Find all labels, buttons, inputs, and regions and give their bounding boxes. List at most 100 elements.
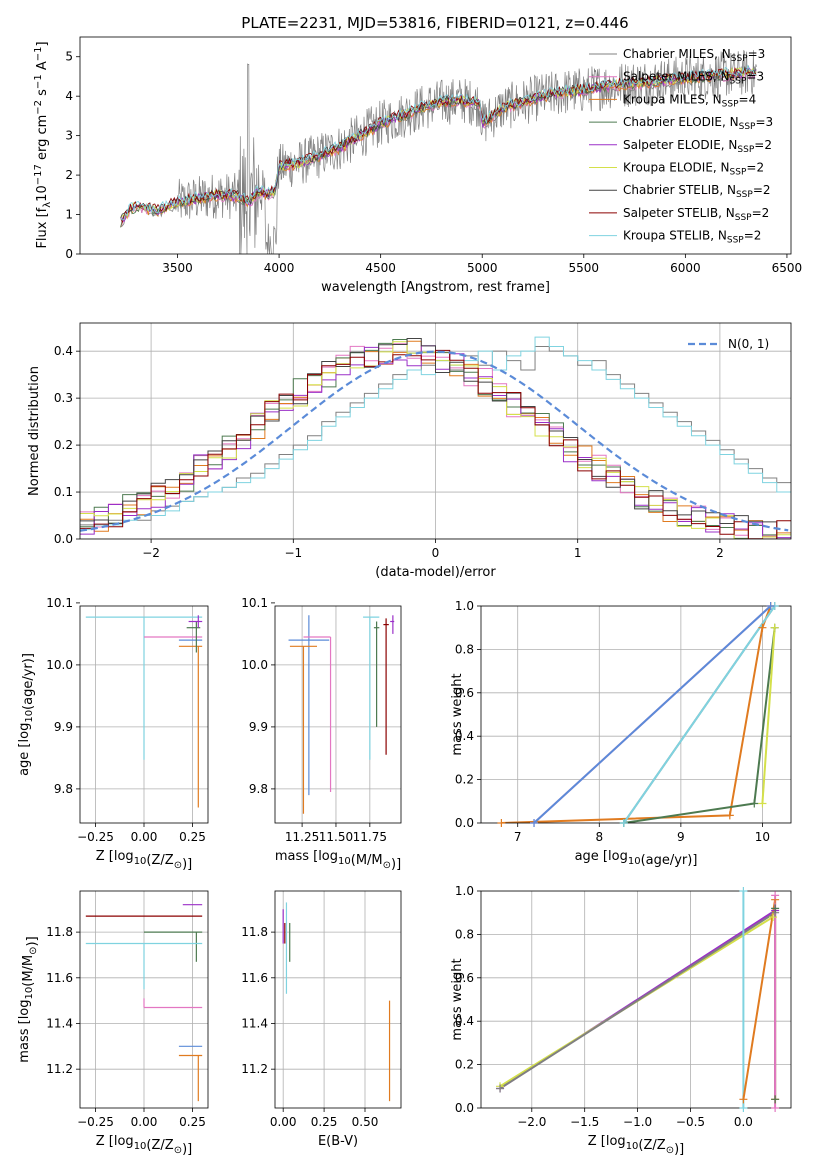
x-tick-label: 2 — [716, 546, 724, 560]
mass-weight-marker — [725, 811, 734, 820]
legend-label: Chabrier STELIB, NSSP=2 — [623, 183, 771, 200]
legend-label: Chabrier MILES, NSSP=3 — [623, 47, 765, 64]
mass-weight-marker — [739, 1095, 748, 1104]
errorbar-point — [85, 942, 203, 990]
y-tick-label: 0.8 — [455, 927, 474, 941]
y-tick-label: 0.0 — [455, 1101, 474, 1115]
legend-label: Salpeter MILES, NSSP=3 — [623, 70, 764, 87]
x-tick-label: −0.5 — [676, 1115, 705, 1129]
mass-weight-line — [501, 606, 772, 823]
y-tick-label: 0.4 — [455, 1014, 474, 1028]
mass-weight-line — [761, 627, 776, 804]
mass-weight-marker — [770, 623, 779, 632]
mass-weight-marker — [496, 1084, 505, 1093]
age-vs-mass-panel: 11.25 11.50 11.75 9.8 9.9 10.0 10.1 mass [log10… — [241, 596, 402, 872]
axes-frame — [480, 890, 792, 1109]
age-vs-Z-panel: −0.25 0.00 0.25 9.8 9.9 10.0 10.1 Z [log10(Z/Z⊙… — [17, 596, 209, 872]
mass-weight-marker — [771, 904, 780, 913]
x-tick-label: 0 — [432, 546, 440, 560]
legend-label: Salpeter ELODIE, NSSP=2 — [623, 138, 772, 155]
y-tick-label: 0 — [65, 247, 73, 261]
plot-area — [80, 323, 791, 539]
errorbar-point — [383, 618, 389, 755]
y-tick-label: 0.8 — [455, 642, 474, 656]
y-tick-label: 2 — [65, 168, 73, 182]
y-tick-label: 5 — [65, 50, 73, 64]
x-axis-label: E(B-V) — [318, 1134, 358, 1149]
y-tick-label: 10.0 — [46, 658, 73, 672]
x-tick-label: 6500 — [772, 261, 803, 275]
y-axis-label: age [log10(age/yr)] — [17, 653, 36, 776]
plot-area — [80, 891, 208, 1108]
x-tick-label: 6000 — [670, 261, 701, 275]
errorbar-point — [178, 645, 203, 808]
legend-label: Kroupa ELODIE, NSSP=2 — [623, 161, 764, 178]
y-tick-label: 11.4 — [241, 1016, 268, 1030]
y-tick-label: 9.8 — [54, 782, 73, 796]
plot-area — [120, 49, 757, 254]
x-axis-label: Z [log10(Z/Z⊙)] — [96, 1134, 192, 1157]
y-tick-label: 0.2 — [54, 438, 73, 452]
y-tick-label: 0.2 — [455, 773, 474, 787]
y-axis-label: mass [log10(M/M⊙)] — [17, 936, 40, 1062]
x-axis-label: Z [log10(Z/Z⊙)] — [96, 849, 192, 872]
observed-spectrum-line — [177, 49, 757, 254]
x-tick-label: −1 — [284, 546, 302, 560]
errorbar-point — [288, 615, 330, 796]
x-tick-label: 9 — [677, 830, 685, 844]
x-tick-label: 0.50 — [352, 1115, 379, 1129]
x-tick-label: 4000 — [264, 261, 295, 275]
mass-weight-marker — [750, 799, 759, 808]
y-tick-label: 0.2 — [455, 1058, 474, 1072]
y-axis-label: mass weight — [450, 673, 465, 755]
mass-weight-marker — [769, 913, 778, 922]
spectrum-legend: Chabrier MILES, NSSP=3 Salpeter MILES, NS… — [589, 47, 773, 246]
errorbar-point — [143, 998, 203, 1009]
x-tick-label: 4500 — [365, 261, 396, 275]
x-tick-label: −2 — [142, 546, 160, 560]
y-tick-label: 0.4 — [455, 729, 474, 743]
axes-frame — [274, 605, 402, 824]
y-tick-label: 11.8 — [46, 925, 73, 939]
x-tick-label: −1.0 — [623, 1115, 652, 1129]
mass-weight-marker — [530, 819, 539, 827]
plot-area — [481, 606, 791, 823]
x-tick-label: 11.25 — [285, 830, 319, 844]
mass-weight-marker — [771, 891, 780, 900]
y-tick-label: 9.8 — [249, 782, 268, 796]
x-axis-label: (data-model)/error — [375, 565, 496, 580]
y-tick-label: 3 — [65, 129, 73, 143]
mass-weight-marker — [766, 602, 775, 610]
y-tick-label: 4 — [65, 89, 73, 103]
plot-area — [275, 606, 401, 823]
x-tick-label: 11.50 — [319, 830, 353, 844]
y-tick-label: 1 — [65, 208, 73, 222]
errorbar-point — [188, 615, 203, 628]
y-tick-label: 10.1 — [46, 596, 73, 610]
x-axis-label: age [log10(age/yr)] — [575, 849, 698, 868]
axes-frame — [79, 36, 792, 255]
legend-label: Salpeter STELIB, NSSP=2 — [623, 206, 769, 223]
mass-weight-line — [622, 606, 776, 823]
y-tick-label: 11.2 — [241, 1062, 268, 1076]
legend-label: N(0, 1) — [728, 337, 769, 351]
y-axis-label: Normed distribution — [27, 366, 42, 496]
plot-area — [275, 891, 401, 1108]
mass-weight-line — [623, 627, 776, 823]
x-tick-label: −0.25 — [77, 830, 114, 844]
x-tick-label: 8 — [595, 830, 603, 844]
y-tick-label: 0.4 — [54, 344, 73, 358]
model-spectrum-line — [120, 64, 757, 221]
errorbar-point — [289, 645, 317, 814]
y-axis-label: Flux [fλ10−17 erg cm−2 s−1 A−1] — [33, 41, 53, 248]
y-tick-label: 1.0 — [455, 599, 474, 613]
histogram-series — [80, 349, 791, 539]
x-tick-label: 11.75 — [353, 830, 387, 844]
y-axis-label: mass weight — [450, 958, 465, 1040]
x-tick-label: 3500 — [162, 261, 193, 275]
y-tick-label: 11.6 — [46, 971, 73, 985]
mass-weight-line — [533, 606, 772, 823]
errorbar-point — [390, 615, 395, 634]
x-tick-label: 0.00 — [270, 1115, 297, 1129]
mass-weight-marker — [771, 1095, 780, 1104]
